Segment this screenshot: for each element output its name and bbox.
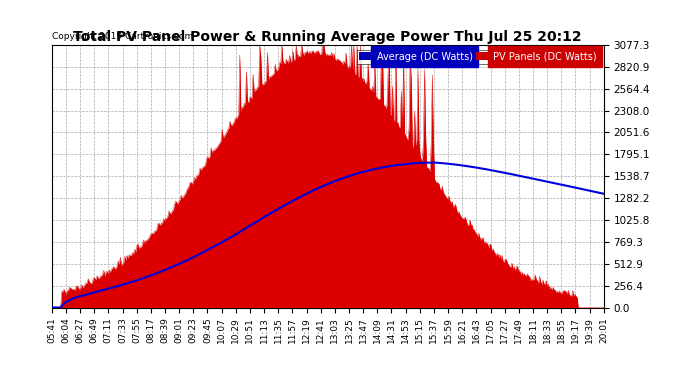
Text: Copyright 2019 Cartronics.com: Copyright 2019 Cartronics.com bbox=[52, 32, 193, 41]
Legend: Average (DC Watts), PV Panels (DC Watts): Average (DC Watts), PV Panels (DC Watts) bbox=[357, 50, 599, 64]
Title: Total PV Panel Power & Running Average Power Thu Jul 25 20:12: Total PV Panel Power & Running Average P… bbox=[73, 30, 582, 44]
